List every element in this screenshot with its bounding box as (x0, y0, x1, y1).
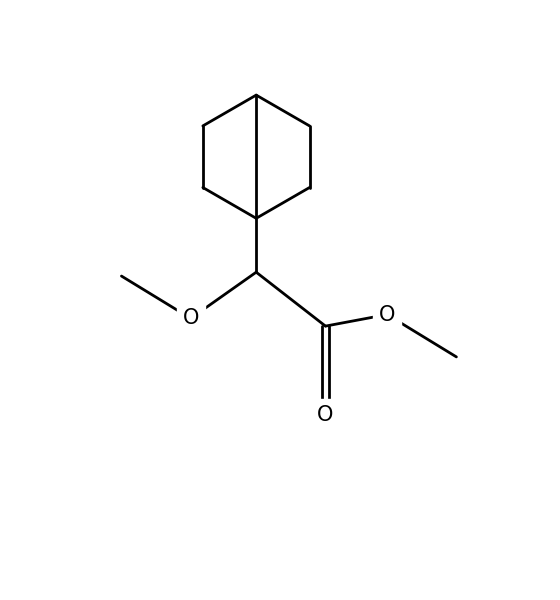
Text: O: O (183, 308, 199, 328)
Text: O: O (318, 404, 334, 425)
Text: O: O (379, 305, 395, 325)
